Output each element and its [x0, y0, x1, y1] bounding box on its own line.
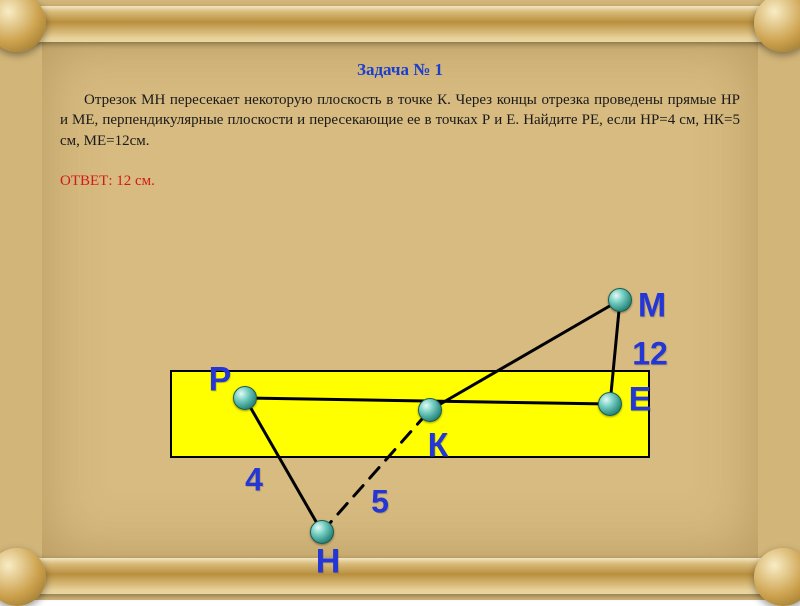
- text-content: Задача № 1 Отрезок МН пересекает некотор…: [60, 60, 740, 190]
- problem-title: Задача № 1: [60, 60, 740, 80]
- point-p: [233, 386, 257, 410]
- value-hp: 4: [245, 462, 263, 499]
- label-p: Р: [209, 361, 232, 400]
- scroll-curl-top-left: [0, 0, 46, 52]
- label-e: Е: [629, 381, 652, 420]
- point-h: [310, 520, 334, 544]
- scroll-background: Задача № 1 Отрезок МН пересекает некотор…: [0, 0, 800, 600]
- diagram-lines: [140, 310, 700, 550]
- scroll-roll-bottom: [10, 558, 790, 594]
- answer-text: ОТВЕТ: 12 см.: [60, 173, 740, 190]
- label-k: К: [428, 427, 449, 466]
- point-e: [598, 392, 622, 416]
- scroll-roll-top: [10, 6, 790, 42]
- label-m: М: [638, 287, 666, 326]
- problem-statement: Отрезок МН пересекает некоторую плоскост…: [60, 90, 740, 151]
- point-m: [608, 288, 632, 312]
- geometric-diagram: Р К Е М Н 4 5 12: [140, 310, 700, 550]
- label-h: Н: [316, 543, 341, 582]
- value-hk: 5: [371, 484, 389, 521]
- value-me: 12: [632, 336, 668, 373]
- scroll-curl-bottom-left: [0, 548, 46, 606]
- point-k: [418, 398, 442, 422]
- scroll-curl-top-right: [754, 0, 800, 52]
- scroll-curl-bottom-right: [754, 548, 800, 606]
